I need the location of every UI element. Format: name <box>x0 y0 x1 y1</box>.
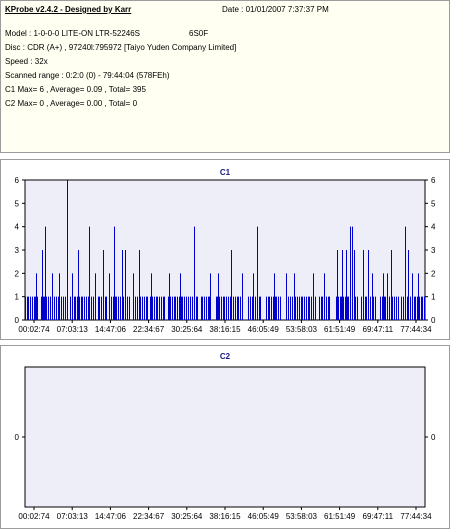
drive-model: Model : 1-0-0-0 LITE-ON LTR-52246S <box>5 29 141 38</box>
c1-xtick-label: 46:05:49 <box>248 325 280 334</box>
c2-stats: C2 Max= 0 , Average= 0.00 , Total= 0 <box>5 99 138 108</box>
c1-chart-title: C1 <box>219 168 231 177</box>
app-title: KProbe v2.4.2 - Designed by Karr <box>5 5 132 14</box>
c1-ytick-label: 6 <box>15 176 20 185</box>
c1-ytick-label: 1 <box>15 293 20 302</box>
c1-ytick-label: 2 <box>15 269 20 278</box>
c1-xtick-label: 07:03:13 <box>57 325 89 334</box>
c2-xtick-label: 46:05:49 <box>248 512 280 521</box>
c1-ytick-label: 4 <box>15 223 20 232</box>
c1-xtick-label: 53:58:03 <box>286 325 318 334</box>
c2-xtick-label: 69:47:11 <box>363 512 394 521</box>
c2-xtick-label: 53:58:03 <box>286 512 318 521</box>
c2-chart: 0 0 00:02:74 07:03:13 14:47:06 22:34:67 30:25:… <box>15 366 436 521</box>
c2-xtick-label: 07:03:13 <box>57 512 89 521</box>
c1-plot-area <box>24 179 426 321</box>
scanned-range: Scanned range : 0:2:0 (0) - 79:44:04 (57… <box>5 71 170 80</box>
c1-xtick-label: 22:34:67 <box>133 325 165 334</box>
c1-chart: 0 0 1 1 2 2 3 3 4 4 5 5 6 6 00:02:74 07:03:13 14:47:06 22… <box>15 176 436 334</box>
c1-ytick-label-right: 6 <box>431 176 436 185</box>
c2-xtick-label: 14:47:06 <box>95 512 127 521</box>
c2-xtick-label: 30:25:64 <box>171 512 203 521</box>
info-panel: KProbe v2.4.2 - Designed by Karr Date : … <box>0 0 450 153</box>
c2-xtick-label: 77:44:34 <box>400 512 432 521</box>
c2-ytick-label: 0 <box>15 433 20 442</box>
c1-ytick-label: 3 <box>15 246 20 255</box>
c1-xtick-label: 77:44:34 <box>400 325 432 334</box>
disc-info: Disc : CDR (A+) , 97240l:795972 [Taiyo Y… <box>5 43 237 52</box>
drive-firmware: 6S0F <box>189 29 209 38</box>
c1-ytick-label-right: 3 <box>431 246 436 255</box>
c1-ytick-label-right: 2 <box>431 269 436 278</box>
scan-date: Date : 01/01/2007 7:37:37 PM <box>222 5 329 14</box>
c2-xtick-label: 22:34:67 <box>133 512 165 521</box>
c2-xtick-label: 61:51:49 <box>324 512 356 521</box>
c1-xtick-label: 38:16:15 <box>209 325 241 334</box>
c2-xtick-label: 00:02:74 <box>18 512 50 521</box>
c1-ytick-label: 5 <box>15 199 20 208</box>
c1-chart-panel: C1 0 0 1 1 2 2 3 3 4 4 5 5 6 6 00:02:74 07:03:13 14:47:0… <box>0 159 450 340</box>
c2-chart-panel: C2 0 0 00:02:74 07:03:13 14:47:06 22:34:67 30:… <box>0 345 450 529</box>
c1-xtick-label: 14:47:06 <box>95 325 127 334</box>
c1-ytick-label-right: 0 <box>431 316 436 325</box>
c1-xtick-label: 30:25:64 <box>171 325 203 334</box>
c1-xtick-label: 69:47:11 <box>363 325 394 334</box>
scan-speed: Speed : 32x <box>5 57 48 66</box>
c1-ytick-label: 0 <box>15 316 20 325</box>
c1-stats: C1 Max= 6 , Average= 0.09 , Total= 395 <box>5 85 146 94</box>
c1-ytick-label-right: 5 <box>431 199 436 208</box>
c2-xtick-label: 38:16:15 <box>209 512 241 521</box>
c2-ytick-label-right: 0 <box>431 433 436 442</box>
c1-ytick-label-right: 4 <box>431 223 436 232</box>
c1-ytick-label-right: 1 <box>431 293 436 302</box>
c1-xtick-label: 61:51:49 <box>324 325 356 334</box>
c1-xtick-label: 00:02:74 <box>18 325 50 334</box>
c2-chart-title: C2 <box>219 352 231 361</box>
c2-plot-area <box>24 366 426 508</box>
